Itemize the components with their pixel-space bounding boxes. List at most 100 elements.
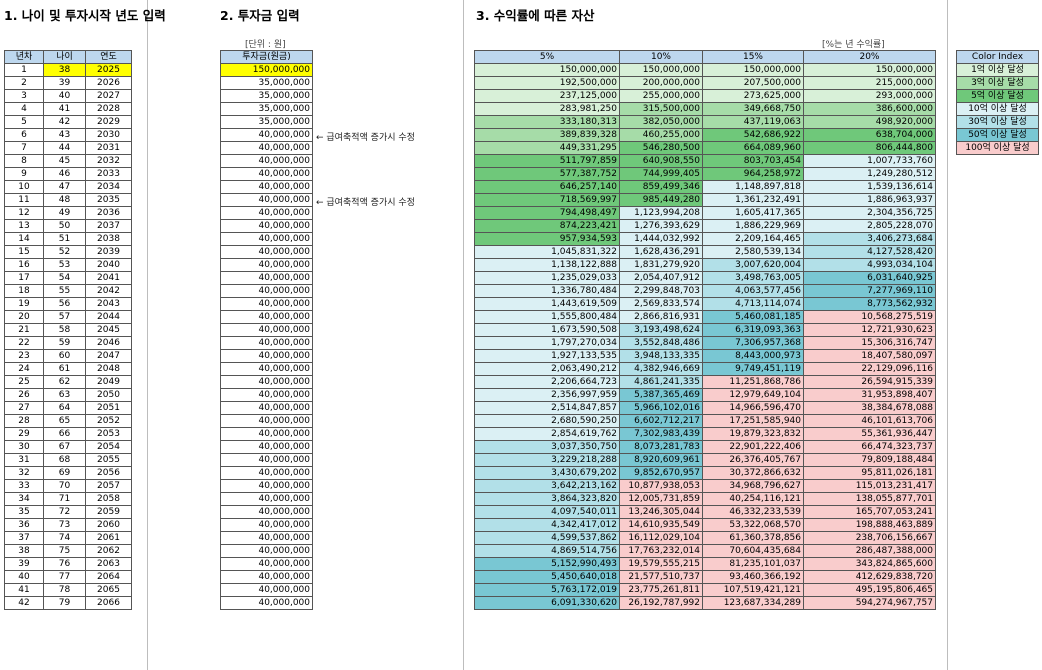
- investment-cell[interactable]: 40,000,000: [220, 258, 313, 272]
- table-row: 718,569,997 985,449,280 1,361,232,491 1,886…: [474, 193, 936, 207]
- investment-cell[interactable]: 40,000,000: [220, 336, 313, 350]
- investment-cell[interactable]: 35,000,000: [220, 76, 313, 90]
- investment-cell[interactable]: 40,000,000: [220, 310, 313, 324]
- investment-cell[interactable]: 40,000,000: [220, 362, 313, 376]
- table-row: 40,000,000: [220, 375, 313, 389]
- investment-cell[interactable]: 40,000,000: [220, 154, 313, 168]
- age-cell: 74: [43, 531, 86, 545]
- table-row: 19 56 2043: [4, 297, 132, 311]
- investment-cell[interactable]: 35,000,000: [220, 115, 313, 129]
- investment-cell[interactable]: 40,000,000: [220, 297, 313, 311]
- investment-cell[interactable]: 40,000,000: [220, 388, 313, 402]
- table-row: 40 77 2064: [4, 570, 132, 584]
- table-row: 23 60 2047: [4, 349, 132, 363]
- investment-cell[interactable]: 40,000,000: [220, 596, 313, 610]
- year-cell: 2057: [85, 479, 132, 493]
- return-value-cell: 23,775,261,811: [619, 583, 703, 597]
- year-index-cell: 5: [4, 115, 44, 129]
- return-value-cell: 3,948,133,335: [619, 349, 703, 363]
- return-value-cell: 200,000,000: [619, 76, 703, 90]
- investment-cell[interactable]: 40,000,000: [220, 505, 313, 519]
- table-row: 40,000,000: [220, 440, 313, 454]
- year-cell[interactable]: 2025: [85, 63, 132, 77]
- table-row: 40,000,000: [220, 245, 313, 259]
- year-cell: 2058: [85, 492, 132, 506]
- investment-cell[interactable]: 40,000,000: [220, 427, 313, 441]
- table-row: 2 39 2026: [4, 76, 132, 90]
- investment-cell[interactable]: 40,000,000: [220, 167, 313, 181]
- return-value-cell: 1,673,590,508: [474, 323, 620, 337]
- age-cell[interactable]: 38: [43, 63, 86, 77]
- table-row: 511,797,859 640,908,550 803,703,454 1,007,7…: [474, 154, 936, 168]
- table-row: 192,500,000 200,000,000 207,500,000 215,000…: [474, 76, 936, 90]
- return-value-cell: 1,605,417,365: [702, 206, 804, 220]
- investment-cell[interactable]: 40,000,000: [220, 570, 313, 584]
- year-index-cell: 24: [4, 362, 44, 376]
- investment-cell[interactable]: 40,000,000: [220, 284, 313, 298]
- return-value-cell: 638,704,000: [803, 128, 936, 142]
- year-index-cell: 29: [4, 427, 44, 441]
- return-value-cell: 577,387,752: [474, 167, 620, 181]
- legend-item: 3억 이상 달성: [956, 76, 1039, 90]
- year-index-cell: 9: [4, 167, 44, 181]
- table-row: 40,000,000: [220, 466, 313, 480]
- table-row: 31 68 2055: [4, 453, 132, 467]
- age-cell: 51: [43, 232, 86, 246]
- year-cell: 2027: [85, 89, 132, 103]
- investment-cell[interactable]: 40,000,000: [220, 375, 313, 389]
- return-value-cell: 22,129,096,116: [803, 362, 936, 376]
- investment-cell[interactable]: 40,000,000: [220, 141, 313, 155]
- year-cell: 2028: [85, 102, 132, 116]
- age-cell: 52: [43, 245, 86, 259]
- year-cell: 2037: [85, 219, 132, 233]
- return-value-cell: 10,877,938,053: [619, 479, 703, 493]
- year-cell: 2064: [85, 570, 132, 584]
- return-value-cell: 664,089,960: [702, 141, 804, 155]
- return-value-cell: 2,209,164,465: [702, 232, 804, 246]
- investment-cell[interactable]: 40,000,000: [220, 544, 313, 558]
- year-cell: 2033: [85, 167, 132, 181]
- age-cell: 75: [43, 544, 86, 558]
- table-row: 26 63 2050: [4, 388, 132, 402]
- return-value-cell: 11,251,868,786: [702, 375, 804, 389]
- investment-cell[interactable]: 40,000,000: [220, 583, 313, 597]
- investment-cell[interactable]: 40,000,000: [220, 479, 313, 493]
- investment-cell[interactable]: 40,000,000: [220, 440, 313, 454]
- investment-cell[interactable]: 40,000,000: [220, 245, 313, 259]
- investment-cell[interactable]: 40,000,000: [220, 531, 313, 545]
- investment-cell[interactable]: 35,000,000: [220, 102, 313, 116]
- investment-cell[interactable]: 40,000,000: [220, 271, 313, 285]
- return-value-cell: 1,276,393,629: [619, 219, 703, 233]
- return-value-cell: 10,568,275,519: [803, 310, 936, 324]
- investment-cell[interactable]: 35,000,000: [220, 89, 313, 103]
- age-cell: 66: [43, 427, 86, 441]
- year-index-cell: 27: [4, 401, 44, 415]
- section3-title: 3. 수익률에 따른 자산: [476, 8, 595, 23]
- investment-cell[interactable]: 40,000,000: [220, 518, 313, 532]
- return-value-cell: 5,966,102,016: [619, 401, 703, 415]
- investment-cell[interactable]: 40,000,000: [220, 180, 313, 194]
- table-row: 40,000,000: [220, 271, 313, 285]
- investment-cell[interactable]: 40,000,000: [220, 232, 313, 246]
- investment-cell[interactable]: 40,000,000: [220, 453, 313, 467]
- return-value-cell: 1,628,436,291: [619, 245, 703, 259]
- table-row: 40,000,000: [220, 479, 313, 493]
- year-index-cell: 32: [4, 466, 44, 480]
- return-value-cell: 412,629,838,720: [803, 570, 936, 584]
- table-row: 4,342,417,012 14,610,935,549 53,322,068,57…: [474, 518, 936, 532]
- return-value-cell: 1,123,994,208: [619, 206, 703, 220]
- investment-cell[interactable]: 40,000,000: [220, 414, 313, 428]
- investment-cell[interactable]: 40,000,000: [220, 492, 313, 506]
- investment-cell[interactable]: 40,000,000: [220, 128, 313, 142]
- table-row: 40,000,000: [220, 167, 313, 181]
- investment-cell[interactable]: 150,000,000: [220, 63, 313, 77]
- return-value-cell: 4,993,034,104: [803, 258, 936, 272]
- investment-cell[interactable]: 40,000,000: [220, 557, 313, 571]
- investment-cell[interactable]: 40,000,000: [220, 349, 313, 363]
- investment-cell[interactable]: 40,000,000: [220, 401, 313, 415]
- investment-cell[interactable]: 40,000,000: [220, 466, 313, 480]
- investment-cell[interactable]: 40,000,000: [220, 323, 313, 337]
- investment-cell[interactable]: 40,000,000: [220, 193, 313, 207]
- investment-cell[interactable]: 40,000,000: [220, 219, 313, 233]
- investment-cell[interactable]: 40,000,000: [220, 206, 313, 220]
